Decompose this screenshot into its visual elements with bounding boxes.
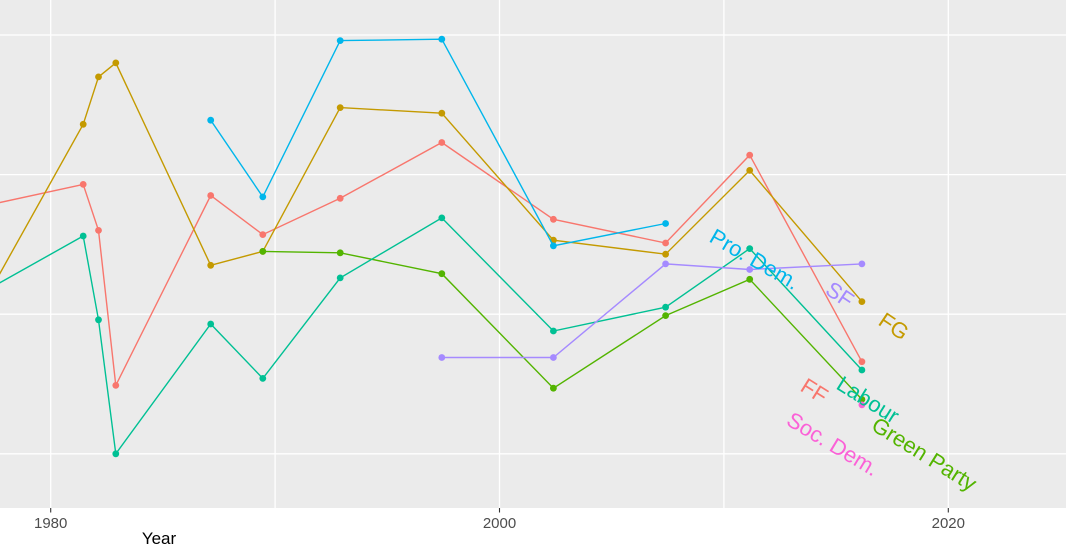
data-point-ff	[746, 151, 754, 159]
data-point-pro-dem	[259, 193, 267, 201]
data-point-sf	[858, 260, 866, 268]
series-sf	[438, 260, 866, 361]
data-point-pro-dem	[336, 37, 344, 44]
data-point-sf	[662, 260, 669, 268]
series-green-party	[259, 248, 866, 403]
data-point-green-party	[662, 312, 669, 319]
data-point-fg	[112, 59, 120, 67]
data-point-green-party	[259, 248, 267, 255]
data-point-green-party	[550, 384, 557, 392]
data-point-labour	[79, 232, 87, 240]
data-point-fg	[438, 109, 446, 117]
series-line-ff	[0, 141, 863, 388]
data-point-ff	[79, 181, 87, 188]
data-point-soc-dem	[858, 401, 866, 409]
x-axis-title: Year	[141, 529, 177, 548]
data-point-ff	[550, 215, 557, 223]
data-point-labour	[95, 316, 102, 324]
data-point-green-party	[858, 396, 866, 403]
data-point-green-party	[336, 249, 344, 257]
data-point-ff	[662, 239, 669, 247]
plot-panel-background	[0, 0, 1066, 508]
data-point-labour	[550, 327, 557, 335]
data-point-sf	[550, 354, 557, 361]
data-point-pro-dem	[438, 35, 446, 43]
data-point-ff	[336, 194, 344, 202]
data-point-fg	[207, 261, 215, 269]
data-point-labour	[259, 375, 267, 382]
data-point-pro-dem	[550, 242, 557, 250]
data-point-ff	[259, 231, 267, 239]
x-axis-tick-label-2000: 2000	[483, 515, 516, 532]
series-labour	[0, 214, 866, 458]
data-point-pro-dem	[662, 220, 669, 227]
data-point-labour	[746, 245, 754, 253]
data-point-labour	[112, 450, 120, 458]
data-point-ff	[112, 382, 120, 389]
data-point-ff	[207, 192, 215, 199]
data-point-labour	[858, 366, 866, 374]
data-point-labour	[438, 214, 446, 222]
data-point-fg	[858, 298, 866, 305]
data-point-ff	[438, 139, 446, 146]
data-point-fg	[79, 120, 87, 128]
data-point-fg	[336, 104, 344, 111]
data-point-pro-dem	[207, 116, 215, 124]
data-point-ff	[858, 358, 866, 366]
series-soc-dem	[858, 401, 866, 409]
series-line-fg	[0, 61, 863, 303]
series-fg	[0, 59, 866, 305]
x-axis-tick-label-1980: 1980	[34, 515, 67, 532]
series-ff	[0, 139, 866, 389]
x-axis-tick-label-2020: 2020	[932, 515, 965, 532]
data-point-labour	[662, 303, 669, 311]
data-point-sf	[746, 266, 754, 273]
data-point-ff	[95, 227, 102, 234]
series-line-pro-dem	[210, 38, 666, 247]
data-point-fg	[95, 73, 102, 81]
data-point-green-party	[438, 270, 446, 278]
series-line-labour	[0, 217, 863, 456]
series-pro-dem	[207, 35, 669, 250]
data-point-fg	[746, 167, 754, 174]
data-point-labour	[336, 274, 344, 282]
data-point-labour	[207, 320, 215, 328]
data-point-sf	[438, 354, 446, 361]
data-point-green-party	[746, 275, 754, 283]
data-point-fg	[662, 250, 669, 258]
